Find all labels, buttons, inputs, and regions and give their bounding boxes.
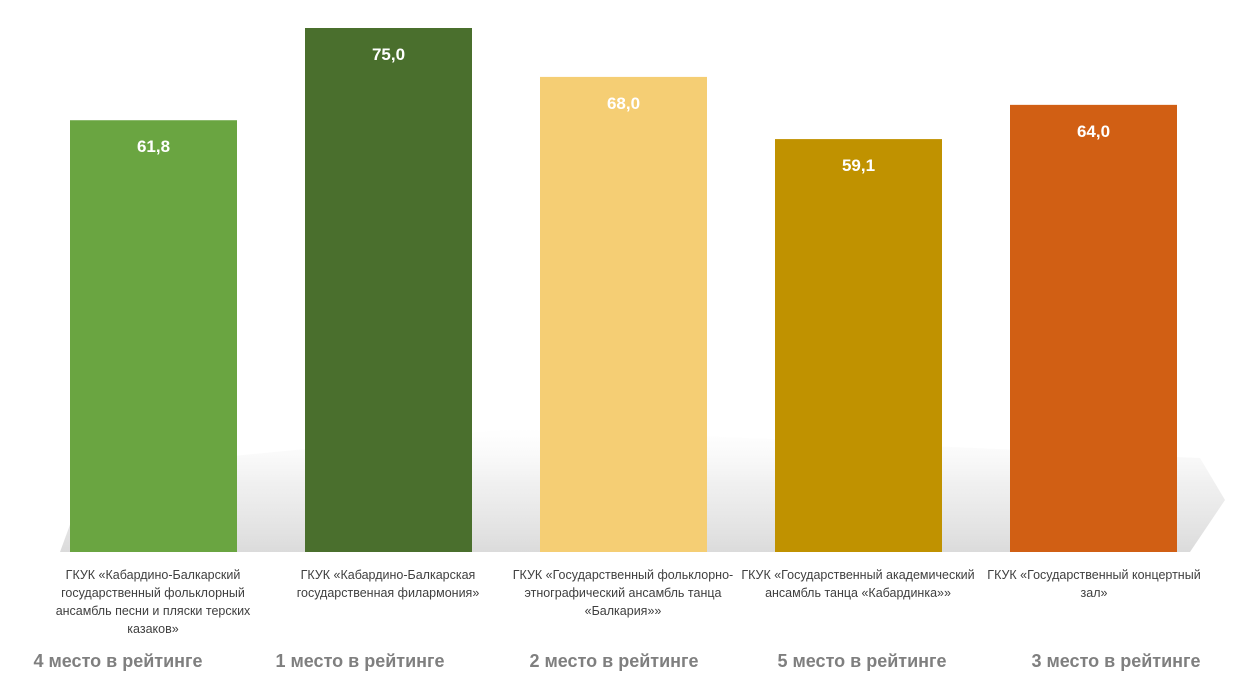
bar-3 [775, 139, 942, 552]
bar-1 [305, 28, 472, 552]
value-label-4: 64,0 [1077, 122, 1110, 141]
category-label-0: ГКУК «Кабардино-Балкарский государственн… [55, 568, 251, 636]
rank-label-0: 4 место в рейтинге [33, 651, 203, 671]
category-label-3: ГКУК «Государственный академический анса… [741, 568, 975, 600]
value-label-0: 61,8 [137, 137, 170, 156]
value-label-3: 59,1 [842, 156, 875, 175]
rank-label-3: 5 место в рейтинге [777, 651, 947, 671]
value-label-2: 68,0 [607, 94, 640, 113]
value-label-1: 75,0 [372, 45, 405, 64]
bar-2 [540, 76, 707, 552]
bar-0 [70, 120, 237, 552]
rank-label-4: 3 место в рейтинге [1031, 651, 1201, 671]
category-label-4: ГКУК «Государственный концертный зал» [987, 568, 1201, 600]
rank-label-1: 1 место в рейтинге [275, 651, 445, 671]
category-label-1: ГКУК «Кабардино-Балкарская государственн… [296, 568, 480, 600]
rank-label-2: 2 место в рейтинге [529, 651, 699, 671]
bar-4 [1010, 104, 1177, 552]
category-label-2: ГКУК «Государственный фольклорно-этногра… [512, 568, 734, 618]
